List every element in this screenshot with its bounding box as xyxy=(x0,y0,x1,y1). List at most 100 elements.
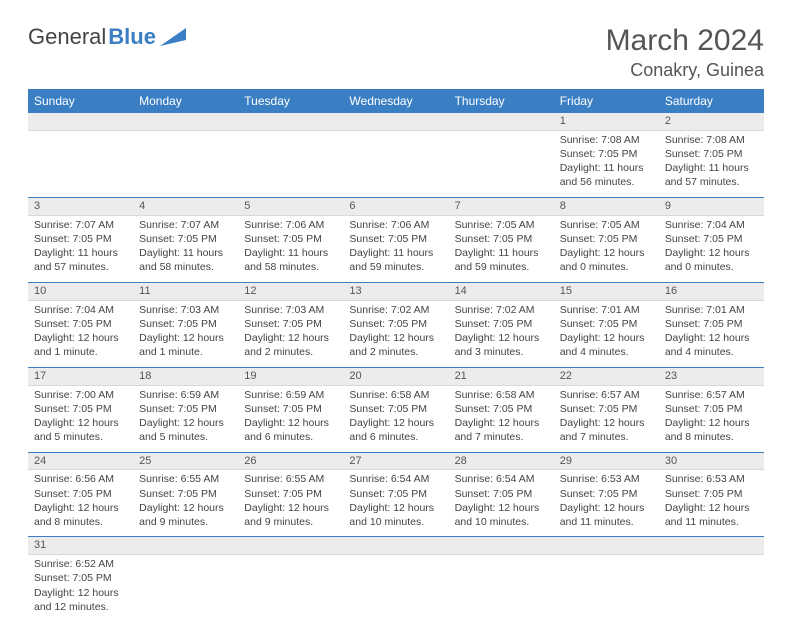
sunrise-text: Sunrise: 7:01 AM xyxy=(665,303,758,317)
day-content: Sunrise: 6:55 AMSunset: 7:05 PMDaylight:… xyxy=(133,470,238,536)
calendar-day-cell: 25Sunrise: 6:55 AMSunset: 7:05 PMDayligh… xyxy=(133,452,238,537)
weekday-header: Wednesday xyxy=(343,89,448,113)
sunset-text: Sunset: 7:05 PM xyxy=(34,232,127,246)
daylight-text: Daylight: 11 hours and 59 minutes. xyxy=(455,246,548,274)
sunset-text: Sunset: 7:05 PM xyxy=(665,402,758,416)
sunset-text: Sunset: 7:05 PM xyxy=(560,317,653,331)
sunrise-text: Sunrise: 6:57 AM xyxy=(665,388,758,402)
day-content: Sunrise: 6:53 AMSunset: 7:05 PMDaylight:… xyxy=(554,470,659,536)
sunset-text: Sunset: 7:05 PM xyxy=(139,317,232,331)
day-content: Sunrise: 7:01 AMSunset: 7:05 PMDaylight:… xyxy=(659,301,764,367)
daylight-text: Daylight: 12 hours and 1 minute. xyxy=(34,331,127,359)
calendar-day-cell: 12Sunrise: 7:03 AMSunset: 7:05 PMDayligh… xyxy=(238,282,343,367)
calendar-empty-cell xyxy=(133,537,238,621)
daylight-text: Daylight: 11 hours and 57 minutes. xyxy=(34,246,127,274)
daylight-text: Daylight: 11 hours and 59 minutes. xyxy=(349,246,442,274)
calendar-day-cell: 17Sunrise: 7:00 AMSunset: 7:05 PMDayligh… xyxy=(28,367,133,452)
day-content: Sunrise: 6:55 AMSunset: 7:05 PMDaylight:… xyxy=(238,470,343,536)
day-number: 21 xyxy=(449,368,554,386)
calendar-day-cell: 1Sunrise: 7:08 AMSunset: 7:05 PMDaylight… xyxy=(554,113,659,198)
weekday-header: Monday xyxy=(133,89,238,113)
calendar-day-cell: 23Sunrise: 6:57 AMSunset: 7:05 PMDayligh… xyxy=(659,367,764,452)
day-content: Sunrise: 6:53 AMSunset: 7:05 PMDaylight:… xyxy=(659,470,764,536)
day-number: 19 xyxy=(238,368,343,386)
calendar-day-cell: 14Sunrise: 7:02 AMSunset: 7:05 PMDayligh… xyxy=(449,282,554,367)
sunrise-text: Sunrise: 6:55 AM xyxy=(139,472,232,486)
weekday-header: Friday xyxy=(554,89,659,113)
day-content: Sunrise: 6:56 AMSunset: 7:05 PMDaylight:… xyxy=(28,470,133,536)
calendar-day-cell: 26Sunrise: 6:55 AMSunset: 7:05 PMDayligh… xyxy=(238,452,343,537)
daylight-text: Daylight: 11 hours and 58 minutes. xyxy=(139,246,232,274)
calendar-day-cell: 4Sunrise: 7:07 AMSunset: 7:05 PMDaylight… xyxy=(133,198,238,283)
sunset-text: Sunset: 7:05 PM xyxy=(665,232,758,246)
daylight-text: Daylight: 12 hours and 2 minutes. xyxy=(349,331,442,359)
day-number: 6 xyxy=(343,198,448,216)
day-content-empty xyxy=(554,555,659,621)
daylight-text: Daylight: 12 hours and 8 minutes. xyxy=(34,501,127,529)
sunset-text: Sunset: 7:05 PM xyxy=(560,402,653,416)
day-content-empty xyxy=(343,555,448,621)
day-content: Sunrise: 7:01 AMSunset: 7:05 PMDaylight:… xyxy=(554,301,659,367)
sunset-text: Sunset: 7:05 PM xyxy=(34,487,127,501)
day-content: Sunrise: 7:03 AMSunset: 7:05 PMDaylight:… xyxy=(133,301,238,367)
day-number: 29 xyxy=(554,453,659,471)
daylight-text: Daylight: 12 hours and 8 minutes. xyxy=(665,416,758,444)
day-content: Sunrise: 7:02 AMSunset: 7:05 PMDaylight:… xyxy=(449,301,554,367)
calendar-day-cell: 24Sunrise: 6:56 AMSunset: 7:05 PMDayligh… xyxy=(28,452,133,537)
daylight-text: Daylight: 12 hours and 6 minutes. xyxy=(244,416,337,444)
sunrise-text: Sunrise: 7:05 AM xyxy=(560,218,653,232)
day-content: Sunrise: 7:08 AMSunset: 7:05 PMDaylight:… xyxy=(554,131,659,197)
calendar-day-cell: 22Sunrise: 6:57 AMSunset: 7:05 PMDayligh… xyxy=(554,367,659,452)
calendar-empty-cell xyxy=(449,113,554,198)
calendar-week-row: 3Sunrise: 7:07 AMSunset: 7:05 PMDaylight… xyxy=(28,198,764,283)
calendar-empty-cell xyxy=(28,113,133,198)
day-number: 1 xyxy=(554,113,659,131)
calendar-day-cell: 31Sunrise: 6:52 AMSunset: 7:05 PMDayligh… xyxy=(28,537,133,621)
daylight-text: Daylight: 11 hours and 58 minutes. xyxy=(244,246,337,274)
daylight-text: Daylight: 11 hours and 56 minutes. xyxy=(560,161,653,189)
weekday-header-row: SundayMondayTuesdayWednesdayThursdayFrid… xyxy=(28,89,764,113)
title-block: March 2024 Conakry, Guinea xyxy=(606,24,764,81)
sunset-text: Sunset: 7:05 PM xyxy=(139,232,232,246)
daylight-text: Daylight: 12 hours and 5 minutes. xyxy=(34,416,127,444)
flag-icon xyxy=(160,28,186,46)
day-content-empty xyxy=(133,131,238,197)
weekday-header: Tuesday xyxy=(238,89,343,113)
calendar-day-cell: 2Sunrise: 7:08 AMSunset: 7:05 PMDaylight… xyxy=(659,113,764,198)
day-number: 2 xyxy=(659,113,764,131)
day-content: Sunrise: 7:05 AMSunset: 7:05 PMDaylight:… xyxy=(554,216,659,282)
sunset-text: Sunset: 7:05 PM xyxy=(349,487,442,501)
sunrise-text: Sunrise: 6:59 AM xyxy=(244,388,337,402)
daylight-text: Daylight: 12 hours and 11 minutes. xyxy=(665,501,758,529)
sunset-text: Sunset: 7:05 PM xyxy=(244,232,337,246)
day-number: 7 xyxy=(449,198,554,216)
sunrise-text: Sunrise: 6:53 AM xyxy=(665,472,758,486)
day-content: Sunrise: 6:57 AMSunset: 7:05 PMDaylight:… xyxy=(659,386,764,452)
sunrise-text: Sunrise: 7:05 AM xyxy=(455,218,548,232)
sunrise-text: Sunrise: 7:02 AM xyxy=(349,303,442,317)
header: GeneralBlue March 2024 Conakry, Guinea xyxy=(28,24,764,81)
day-number-empty xyxy=(238,537,343,555)
sunrise-text: Sunrise: 6:53 AM xyxy=(560,472,653,486)
calendar-day-cell: 27Sunrise: 6:54 AMSunset: 7:05 PMDayligh… xyxy=(343,452,448,537)
sunrise-text: Sunrise: 6:54 AM xyxy=(349,472,442,486)
sunset-text: Sunset: 7:05 PM xyxy=(139,487,232,501)
day-number: 26 xyxy=(238,453,343,471)
sunrise-text: Sunrise: 7:02 AM xyxy=(455,303,548,317)
sunrise-text: Sunrise: 7:07 AM xyxy=(139,218,232,232)
weekday-header: Saturday xyxy=(659,89,764,113)
sunrise-text: Sunrise: 7:03 AM xyxy=(244,303,337,317)
daylight-text: Daylight: 12 hours and 2 minutes. xyxy=(244,331,337,359)
day-number-empty xyxy=(449,113,554,131)
calendar-day-cell: 13Sunrise: 7:02 AMSunset: 7:05 PMDayligh… xyxy=(343,282,448,367)
sunrise-text: Sunrise: 7:03 AM xyxy=(139,303,232,317)
calendar-body: 1Sunrise: 7:08 AMSunset: 7:05 PMDaylight… xyxy=(28,113,764,621)
day-content: Sunrise: 7:00 AMSunset: 7:05 PMDaylight:… xyxy=(28,386,133,452)
sunset-text: Sunset: 7:05 PM xyxy=(665,487,758,501)
sunset-text: Sunset: 7:05 PM xyxy=(34,402,127,416)
daylight-text: Daylight: 12 hours and 3 minutes. xyxy=(455,331,548,359)
sunset-text: Sunset: 7:05 PM xyxy=(665,147,758,161)
day-number: 3 xyxy=(28,198,133,216)
sunrise-text: Sunrise: 6:59 AM xyxy=(139,388,232,402)
day-number-empty xyxy=(28,113,133,131)
